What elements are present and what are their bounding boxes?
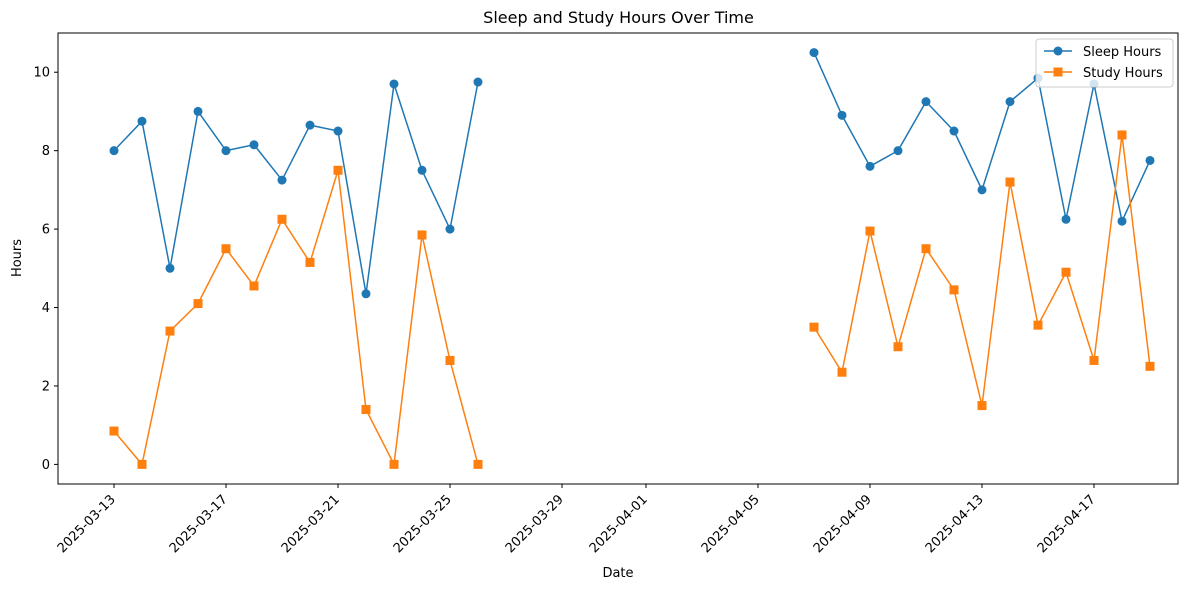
series-line-study (113, 169, 479, 466)
data-point-study (1005, 177, 1015, 187)
data-point-sleep (277, 175, 287, 185)
data-point-study (137, 459, 147, 469)
data-point-study (361, 404, 371, 414)
data-point-study (445, 355, 455, 365)
legend-label-study: Study Hours (1083, 66, 1163, 81)
data-point-sleep (249, 140, 259, 150)
data-point-sleep (361, 289, 371, 299)
y-tick-label: 0 (42, 458, 50, 473)
data-point-study (893, 342, 903, 352)
plot-frame (57, 32, 1179, 485)
data-point-sleep (865, 161, 875, 171)
data-point-study (949, 285, 959, 295)
data-point-sleep (445, 224, 455, 234)
data-point-study (1033, 320, 1043, 330)
data-point-study (333, 165, 343, 175)
data-point-sleep (1117, 216, 1127, 226)
x-tick-label: 2025-03-29 (503, 492, 567, 556)
legend-marker-sleep (1053, 46, 1063, 56)
data-point-sleep (473, 77, 483, 87)
data-point-study (249, 281, 259, 291)
x-tick-label: 2025-04-13 (923, 492, 987, 556)
data-point-study (389, 459, 399, 469)
data-point-study (1089, 355, 1099, 365)
series-line-sleep (113, 81, 479, 295)
x-tick-label: 2025-04-01 (587, 492, 651, 556)
data-point-sleep (333, 126, 343, 136)
data-point-sleep (165, 263, 175, 273)
data-point-sleep (221, 146, 231, 156)
plot-area (57, 32, 1179, 485)
x-tick-label: 2025-03-25 (391, 492, 455, 556)
series-study (109, 130, 1155, 469)
data-point-sleep (305, 120, 315, 130)
data-point-study (809, 322, 819, 332)
data-point-study (1061, 267, 1071, 277)
data-point-sleep (837, 110, 847, 120)
y-tick-label: 10 (33, 66, 50, 81)
data-point-study (277, 214, 287, 224)
data-point-study (1145, 361, 1155, 371)
data-point-sleep (809, 48, 819, 58)
data-point-study (165, 326, 175, 336)
data-point-sleep (417, 165, 427, 175)
data-point-sleep (193, 106, 203, 116)
data-point-study (417, 230, 427, 240)
data-point-study (865, 226, 875, 236)
y-tick-label: 8 (42, 144, 50, 159)
data-point-study (109, 426, 119, 436)
data-point-sleep (389, 79, 399, 89)
x-tick-label: 2025-03-17 (167, 492, 231, 556)
data-point-study (837, 367, 847, 377)
data-point-study (221, 244, 231, 254)
chart-title: Sleep and Study Hours Over Time (483, 8, 754, 27)
legend: Sleep Hours Study Hours (1035, 38, 1174, 88)
data-point-sleep (1005, 97, 1015, 107)
series-layer (109, 48, 1155, 469)
series-sleep (109, 48, 1155, 299)
data-point-study (921, 244, 931, 254)
data-point-study (473, 459, 483, 469)
data-point-study (1117, 130, 1127, 140)
data-point-sleep (1061, 214, 1071, 224)
data-point-study (193, 299, 203, 309)
data-point-study (977, 401, 987, 411)
legend-marker-study (1053, 67, 1063, 77)
data-point-sleep (109, 146, 119, 156)
y-tick-label: 2 (42, 379, 50, 394)
series-line-study (813, 134, 1151, 407)
legend-label-sleep: Sleep Hours (1083, 45, 1162, 60)
data-point-sleep (1145, 155, 1155, 165)
data-point-sleep (977, 185, 987, 195)
data-point-sleep (893, 146, 903, 156)
x-tick-label: 2025-04-05 (699, 492, 763, 556)
x-tick-label: 2025-04-17 (1035, 492, 1099, 556)
data-point-sleep (921, 97, 931, 107)
y-axis-label: Hours (10, 239, 25, 277)
x-axis: 2025-03-13 2025-03-17 2025-03-21 2025-03-25… (55, 484, 1099, 556)
x-axis-label: Date (602, 566, 633, 581)
x-tick-label: 2025-03-13 (55, 492, 119, 556)
y-tick-label: 6 (42, 223, 50, 238)
data-point-study (305, 257, 315, 267)
y-axis: 0 2 4 6 8 10 (33, 66, 58, 473)
data-point-sleep (949, 126, 959, 136)
x-tick-label: 2025-04-09 (811, 492, 875, 556)
y-tick-label: 4 (42, 301, 50, 316)
x-tick-label: 2025-03-21 (279, 492, 343, 556)
data-point-sleep (137, 116, 147, 126)
